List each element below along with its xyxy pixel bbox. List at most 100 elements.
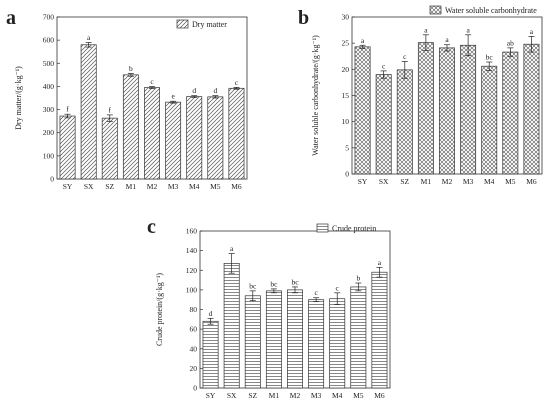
bar-SY: [354, 46, 371, 175]
x-tick-label: M5: [353, 391, 364, 400]
bar-M4: [329, 298, 346, 389]
significance-label: d: [192, 86, 196, 95]
y-tick-label: 140: [186, 246, 198, 255]
significance-label: a: [424, 25, 428, 34]
chart-panel-c: c 0 20 40 60 80 100 120 140 160 Crude protein/(g·k…: [147, 216, 391, 400]
y-tick-label: 120: [186, 266, 198, 275]
y-axis-title: Crude protein/(g·kg⁻¹): [155, 273, 164, 346]
legend-swatch: [316, 223, 329, 233]
significance-label: a: [378, 258, 382, 267]
y-tick-label: 40: [190, 344, 198, 353]
chart-panel-a: a 0 100 200 300 400 500 600 700 Dry matter/(g·kg⁻…: [6, 7, 248, 191]
bar-SX: [223, 263, 240, 389]
bar-SY: [59, 115, 76, 180]
legend-swatch: [429, 5, 442, 15]
significance-label: bc: [291, 277, 299, 286]
legend-label: Water soluble carbonhydrate: [445, 6, 537, 15]
y-tick-label: 400: [43, 82, 55, 91]
significance-label: a: [230, 244, 234, 253]
bar-M3: [165, 101, 182, 180]
chart-panel-b: b 0 5 10 15 20 25 30 Water soluble carbonhydrate…: [298, 5, 543, 186]
significance-label: a: [466, 25, 470, 34]
x-tick-label: M2: [290, 391, 301, 400]
y-tick-label: 100: [43, 151, 55, 160]
x-tick-label: M6: [526, 177, 537, 186]
x-tick-label: M2: [442, 177, 453, 186]
significance-label: c: [382, 61, 386, 70]
x-tick-label: M2: [147, 182, 158, 191]
x-tick-label: M4: [189, 182, 200, 191]
x-tick-label: M1: [421, 177, 432, 186]
significance-label: f: [109, 105, 112, 114]
bar-SY: [202, 320, 219, 389]
x-tick-label: SY: [358, 177, 368, 186]
x-tick-label: M5: [505, 177, 516, 186]
bar-SZ: [244, 295, 261, 389]
panel-letter: b: [298, 7, 309, 29]
bar-M6: [228, 87, 245, 180]
significance-label: d: [213, 86, 217, 95]
bar-SX: [375, 74, 392, 175]
bar-M1: [417, 42, 434, 175]
y-tick-label: 300: [43, 105, 55, 114]
panel-letter: c: [147, 216, 156, 238]
x-tick-label: SZ: [105, 182, 114, 191]
bar-M3: [460, 44, 477, 175]
significance-label: a: [445, 35, 449, 44]
y-tick-label: 10: [342, 117, 350, 126]
significance-label: bc: [486, 53, 494, 62]
bar-M2: [144, 87, 160, 180]
y-tick-label: 0: [345, 170, 349, 179]
y-tick-label: 0: [193, 384, 197, 393]
x-tick-label: M1: [126, 182, 137, 191]
y-axis-title: Water soluble carbonhydrate/(g·kg⁻¹): [311, 35, 320, 156]
x-tick-label: SY: [206, 391, 216, 400]
y-tick-label: 20: [190, 364, 198, 373]
significance-label: b: [356, 274, 360, 283]
significance-label: e: [171, 92, 175, 101]
y-axis-title: Dry matter/(g·kg⁻¹): [14, 66, 23, 130]
bar-SX: [80, 44, 97, 180]
y-tick-label: 100: [186, 285, 198, 294]
x-tick-label: M4: [332, 391, 343, 400]
x-tick-label: SY: [63, 182, 73, 191]
bar-M5: [350, 286, 367, 389]
bar-SZ: [396, 69, 413, 175]
bar-M5: [502, 51, 519, 175]
x-tick-label: M3: [463, 177, 474, 186]
panel-letter: a: [6, 7, 16, 29]
significance-label: bc: [249, 281, 257, 290]
x-tick-label: M3: [311, 391, 322, 400]
significance-label: c: [235, 78, 239, 87]
significance-label: f: [66, 105, 69, 114]
significance-label: c: [403, 52, 407, 61]
significance-label: c: [336, 283, 340, 292]
y-tick-label: 700: [43, 13, 55, 22]
y-tick-label: 200: [43, 128, 55, 137]
significance-label: a: [87, 33, 91, 42]
y-tick-label: 600: [43, 36, 55, 45]
significance-label: a: [530, 27, 534, 36]
significance-label: c: [314, 288, 318, 297]
legend-label: Crude protein: [332, 224, 376, 233]
legend-label: Dry matter: [192, 20, 227, 29]
bar-M6: [523, 43, 540, 175]
significance-label: d: [209, 309, 213, 318]
y-tick-label: 15: [342, 91, 350, 100]
x-tick-label: M3: [168, 182, 179, 191]
bar-M2: [439, 47, 455, 175]
x-tick-label: SZ: [248, 391, 257, 400]
significance-label: ab: [507, 38, 514, 47]
significance-label: b: [129, 64, 133, 73]
x-tick-label: SX: [227, 391, 237, 400]
significance-label: bc: [270, 279, 278, 288]
y-tick-label: 25: [342, 39, 350, 48]
x-tick-label: M6: [231, 182, 242, 191]
y-tick-label: 160: [186, 227, 198, 236]
x-tick-label: SX: [84, 182, 94, 191]
bar-SZ: [101, 117, 118, 180]
x-tick-label: M1: [269, 391, 280, 400]
y-tick-label: 0: [50, 175, 54, 184]
y-tick-label: 20: [342, 65, 350, 74]
